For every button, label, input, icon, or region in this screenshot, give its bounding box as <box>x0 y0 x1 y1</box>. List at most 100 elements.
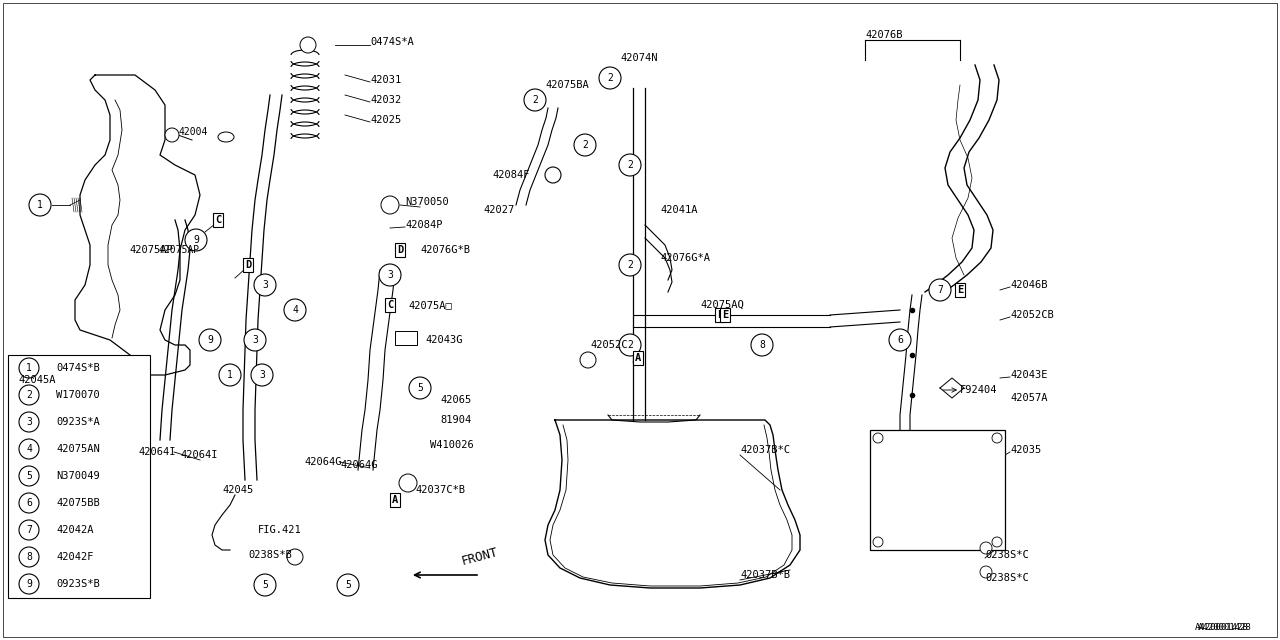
Text: 4: 4 <box>26 444 32 454</box>
Text: 42064G: 42064G <box>305 457 342 467</box>
Text: FRONT: FRONT <box>460 546 499 568</box>
Circle shape <box>19 574 38 594</box>
Text: 2: 2 <box>26 390 32 400</box>
Circle shape <box>284 299 306 321</box>
Text: 42035: 42035 <box>1010 445 1041 455</box>
Circle shape <box>165 128 179 142</box>
Circle shape <box>287 549 303 565</box>
Circle shape <box>19 412 38 432</box>
Text: 2: 2 <box>627 160 632 170</box>
Text: 0474S*B: 0474S*B <box>56 363 100 373</box>
Text: 3: 3 <box>259 370 265 380</box>
Text: 42025: 42025 <box>370 115 401 125</box>
Circle shape <box>186 229 207 251</box>
Text: FIG.421: FIG.421 <box>259 525 302 535</box>
Circle shape <box>19 466 38 486</box>
Text: 42075BB: 42075BB <box>56 498 100 508</box>
Circle shape <box>580 352 596 368</box>
Text: N370049: N370049 <box>56 471 100 481</box>
Circle shape <box>253 574 276 596</box>
Text: D: D <box>244 260 251 270</box>
Text: 1: 1 <box>227 370 233 380</box>
Circle shape <box>992 537 1002 547</box>
Text: 42057A: 42057A <box>1010 393 1047 403</box>
Circle shape <box>19 493 38 513</box>
Text: 42041A: 42041A <box>660 205 698 215</box>
Text: 42074N: 42074N <box>620 53 658 63</box>
Text: 9: 9 <box>193 235 198 245</box>
Text: D: D <box>397 245 403 255</box>
Text: 42045A: 42045A <box>18 375 55 385</box>
Circle shape <box>929 279 951 301</box>
Text: N370050: N370050 <box>404 197 449 207</box>
Text: 42065: 42065 <box>440 395 471 405</box>
Text: F92404: F92404 <box>960 385 997 395</box>
Text: A420001428: A420001428 <box>1198 623 1252 632</box>
Circle shape <box>379 264 401 286</box>
Circle shape <box>244 329 266 351</box>
Text: 0474S*A: 0474S*A <box>370 37 413 47</box>
Text: 42075AQ: 42075AQ <box>700 300 744 310</box>
Text: 1: 1 <box>26 363 32 373</box>
Circle shape <box>620 254 641 276</box>
Circle shape <box>19 358 38 378</box>
Circle shape <box>890 329 911 351</box>
Text: 42075A□: 42075A□ <box>408 300 452 310</box>
Text: C: C <box>387 300 393 310</box>
Text: 42042A: 42042A <box>56 525 93 535</box>
Text: C: C <box>215 215 221 225</box>
Circle shape <box>198 329 221 351</box>
Circle shape <box>19 547 38 567</box>
Text: 42075AP: 42075AP <box>157 245 200 255</box>
Text: E: E <box>957 285 963 295</box>
Text: 7: 7 <box>937 285 943 295</box>
Text: 6: 6 <box>897 335 902 345</box>
Circle shape <box>545 167 561 183</box>
Text: 9: 9 <box>26 579 32 589</box>
Circle shape <box>980 566 992 578</box>
Text: W410026: W410026 <box>430 440 474 450</box>
Circle shape <box>19 385 38 405</box>
Text: E: E <box>717 310 723 320</box>
Text: 3: 3 <box>26 417 32 427</box>
Circle shape <box>19 439 38 459</box>
Text: 0238S*C: 0238S*C <box>986 550 1029 560</box>
Text: 1: 1 <box>37 200 44 210</box>
Text: 9: 9 <box>207 335 212 345</box>
Text: 5: 5 <box>346 580 351 590</box>
Text: 42064G: 42064G <box>340 460 378 470</box>
Text: 42084P: 42084P <box>404 220 443 230</box>
Text: 42042F: 42042F <box>56 552 93 562</box>
Bar <box>8 355 150 598</box>
Text: 42064I: 42064I <box>138 447 177 457</box>
Text: 42064I: 42064I <box>180 450 218 460</box>
Text: 2: 2 <box>607 73 613 83</box>
Text: 42076G*A: 42076G*A <box>660 253 710 263</box>
Text: 42045: 42045 <box>221 485 253 495</box>
Text: 0238S*B: 0238S*B <box>248 550 292 560</box>
Text: 0923S*B: 0923S*B <box>56 579 100 589</box>
Text: 2: 2 <box>582 140 588 150</box>
Text: 42046B: 42046B <box>1010 280 1047 290</box>
Text: 3: 3 <box>387 270 393 280</box>
Circle shape <box>524 89 547 111</box>
Text: 2: 2 <box>627 260 632 270</box>
Bar <box>396 331 417 345</box>
Text: A420001428: A420001428 <box>1196 623 1249 632</box>
Text: 42084F: 42084F <box>493 170 530 180</box>
Circle shape <box>337 574 358 596</box>
Text: 42027: 42027 <box>484 205 515 215</box>
Text: 0238S*C: 0238S*C <box>986 573 1029 583</box>
Text: W170070: W170070 <box>56 390 100 400</box>
Circle shape <box>751 334 773 356</box>
Circle shape <box>573 134 596 156</box>
Circle shape <box>873 537 883 547</box>
Text: 6: 6 <box>26 498 32 508</box>
Text: 42052C: 42052C <box>590 340 627 350</box>
Text: 7: 7 <box>26 525 32 535</box>
Text: 42037B*C: 42037B*C <box>740 445 790 455</box>
Text: 4: 4 <box>292 305 298 315</box>
Circle shape <box>29 194 51 216</box>
Circle shape <box>219 364 241 386</box>
Circle shape <box>410 377 431 399</box>
